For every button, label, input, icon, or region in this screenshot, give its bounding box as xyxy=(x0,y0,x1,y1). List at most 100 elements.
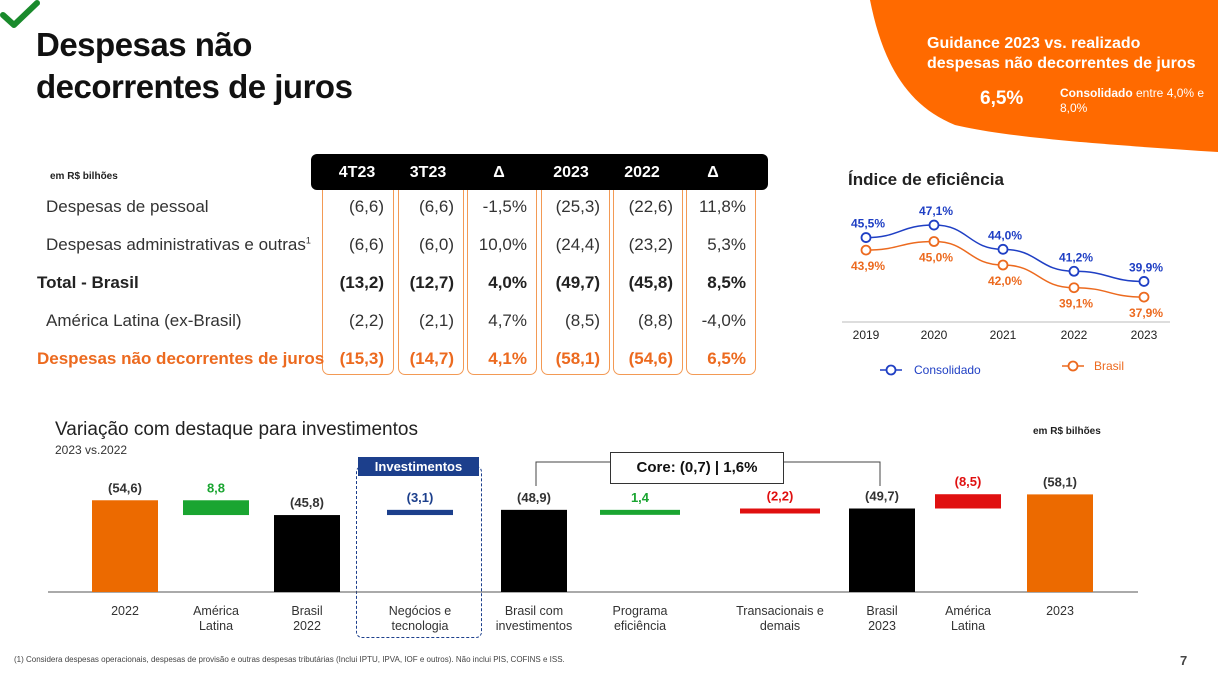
legend-label: Brasil xyxy=(1094,359,1124,373)
table-cell: 4,7% xyxy=(488,311,527,330)
page-title-line2: decorrentes de juros xyxy=(36,68,353,105)
x-tick-label: 2021 xyxy=(990,328,1017,342)
table-cell: (6,6) xyxy=(349,197,384,216)
bar-value-label: (48,9) xyxy=(517,490,551,505)
data-label: 45,0% xyxy=(919,251,953,265)
table-cell: (14,7) xyxy=(409,349,454,368)
table-column-header: 4T23 xyxy=(338,164,376,181)
table-column-box xyxy=(467,190,537,375)
category-label: demais xyxy=(760,619,800,633)
table-row-label: Despesas não decorrentes de juros xyxy=(37,349,325,368)
category-label: Latina xyxy=(199,619,233,633)
data-point xyxy=(928,236,940,247)
footnote: (1) Considera despesas operacionais, des… xyxy=(14,655,565,664)
investimentos-label: Investimentos xyxy=(358,457,479,476)
table-cell: 6,5% xyxy=(707,349,746,368)
data-point xyxy=(1138,276,1150,287)
category-label: Brasil xyxy=(291,604,322,618)
table-cell: (25,3) xyxy=(555,197,600,216)
data-point xyxy=(1138,291,1150,303)
table-cell: 5,3% xyxy=(707,235,746,254)
footnote-marker: 1 xyxy=(305,235,311,246)
table-column-box xyxy=(541,190,610,375)
data-label: 45,5% xyxy=(851,217,885,231)
category-label: Transacionais e xyxy=(736,604,824,618)
table-cell: (15,3) xyxy=(339,349,384,368)
data-label: 44,0% xyxy=(988,228,1022,242)
table-cell: (24,4) xyxy=(555,235,600,254)
waterfall-chart: (54,6)20228,8AméricaLatina(45,8)Brasil20… xyxy=(48,461,1138,633)
guidance-note-rest: entre 4,0% e 8,0% xyxy=(1060,86,1205,115)
category-label: Negócios e xyxy=(389,604,452,618)
data-point xyxy=(860,232,872,243)
table-cell: (58,1) xyxy=(555,349,600,368)
category-label: Brasil xyxy=(866,604,897,618)
data-point xyxy=(997,243,1009,255)
table-row-label: América Latina (ex-Brasil) xyxy=(46,311,242,330)
table-row-label: Despesas administrativas e outras1 xyxy=(46,235,311,254)
data-point xyxy=(860,244,872,256)
guidance-value: 6,5% xyxy=(980,88,1024,109)
table-cell: -1,5% xyxy=(482,197,527,216)
category-label: 2022 xyxy=(111,604,139,618)
waterfall-title: Variação com destaque para investimentos xyxy=(55,419,418,440)
waterfall-unit: em R$ bilhões xyxy=(1033,426,1101,437)
table-cell: 4,0% xyxy=(488,273,527,292)
waterfall-subtitle: 2023 vs.2022 xyxy=(55,443,128,457)
category-label: investimentos xyxy=(496,619,572,633)
category-label: tecnologia xyxy=(392,619,449,633)
bar-value-label: 1,4 xyxy=(631,490,650,505)
check-icon xyxy=(0,0,40,28)
bar-value-label: (2,2) xyxy=(767,489,794,504)
data-point xyxy=(1068,265,1080,277)
bar-value-label: (8,5) xyxy=(955,474,982,489)
table-column-box xyxy=(613,190,683,375)
legend-marker xyxy=(885,364,897,376)
category-label: 2023 xyxy=(1046,604,1074,618)
data-label: 43,9% xyxy=(851,259,885,273)
table-cell: 8,5% xyxy=(707,273,746,292)
bar-value-label: (3,1) xyxy=(407,490,434,505)
page-number: 7 xyxy=(1180,653,1188,668)
guidance-note: Consolidado entre 4,0% e 8,0% xyxy=(1060,86,1210,116)
table-cell: (12,7) xyxy=(409,273,454,292)
core-bracket xyxy=(535,461,881,486)
data-label: 47,1% xyxy=(919,204,953,218)
table-cell: 4,1% xyxy=(488,349,527,368)
guidance-note-bold: Consolidado xyxy=(1060,86,1133,100)
waterfall-bar xyxy=(183,500,249,516)
table-header-bar xyxy=(311,154,768,190)
category-label: América xyxy=(193,604,239,618)
table-cell: (22,6) xyxy=(628,197,673,216)
table-column-box xyxy=(322,190,394,375)
table-cell: 11,8% xyxy=(699,197,746,216)
table-cell: 10,0% xyxy=(478,235,527,254)
data-point xyxy=(1068,282,1080,294)
table-cell: (13,2) xyxy=(339,273,384,292)
bar-value-label: (54,6) xyxy=(108,480,142,495)
table-cell: (23,2) xyxy=(628,235,673,254)
category-label: 2022 xyxy=(293,619,321,633)
core-label: Core: (0,7) | 1,6% xyxy=(610,452,784,484)
table-cell: (8,5) xyxy=(565,311,600,330)
data-point xyxy=(928,219,940,231)
waterfall-bar xyxy=(600,509,680,515)
category-label: Programa xyxy=(613,604,668,618)
table-unit: em R$ bilhões xyxy=(50,171,118,182)
waterfall-bar xyxy=(387,509,453,516)
waterfall-bar xyxy=(501,509,567,592)
table-column-header: Δ xyxy=(707,164,719,181)
category-label: Latina xyxy=(951,619,985,633)
category-label: Brasil com xyxy=(505,604,563,618)
table-column-box xyxy=(686,190,756,375)
x-tick-label: 2019 xyxy=(853,328,880,342)
table-cell: (2,1) xyxy=(419,311,454,330)
data-label: 37,9% xyxy=(1129,306,1163,320)
bar-value-label: (45,8) xyxy=(290,495,324,510)
table-column-header: 2022 xyxy=(624,164,660,181)
x-tick-label: 2023 xyxy=(1131,328,1158,342)
legend-label: Consolidado xyxy=(914,363,981,377)
category-label: 2023 xyxy=(868,619,896,633)
data-label: 41,2% xyxy=(1059,250,1093,264)
table-column-header: 2023 xyxy=(553,164,589,181)
